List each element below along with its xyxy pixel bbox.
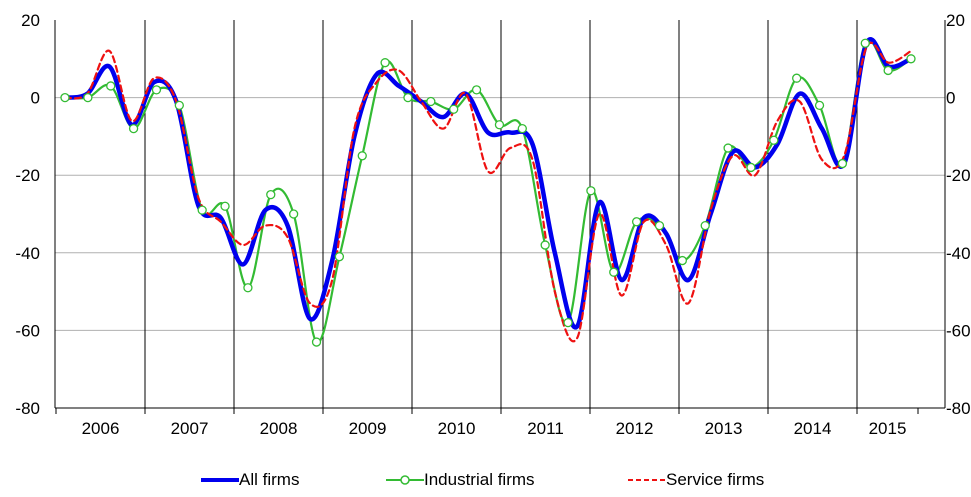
series-all-firms-line [62, 37, 914, 330]
legend-swatch-service-firms [628, 479, 666, 481]
y-tick-label-left: -60 [15, 321, 40, 340]
legend-label-all-firms: All firms [239, 470, 300, 489]
series-service-firms-line [63, 41, 913, 343]
series-layer [60, 37, 916, 347]
y-tick-label-right: -60 [946, 321, 971, 340]
x-tick-label: 2012 [616, 419, 654, 438]
industrial-firms-point [517, 123, 527, 134]
line-chart: 20 20 0 0 -20 -20 -40 -40 -60 -60 -80 -80 2006 2007 20… [15, 11, 970, 438]
industrial-firms-point [883, 65, 893, 76]
industrial-firms-point [471, 85, 482, 95]
legend: All firms Industrial firms Service firms [0, 468, 971, 492]
x-tick-label: 2014 [794, 419, 832, 438]
series-industrial-firms-line [63, 38, 913, 344]
industrial-firms-point [586, 186, 596, 196]
industrial-firms-point [746, 162, 756, 173]
industrial-firms-point [266, 189, 276, 200]
industrial-firms-point [654, 220, 665, 231]
industrial-firms-point [860, 38, 870, 48]
industrial-firms-point [357, 151, 367, 161]
industrial-firms-point [174, 100, 184, 111]
industrial-firms-point [288, 209, 299, 219]
legend-item-all-firms: All firms [201, 468, 299, 492]
industrial-firms-point [334, 252, 345, 262]
x-tick-label: 2008 [260, 419, 298, 438]
y-tick-label-right: -80 [946, 399, 971, 418]
x-tick-label: 2006 [82, 419, 120, 438]
x-tick-label: 2007 [171, 419, 209, 438]
legend-item-industrial-firms: Industrial firms [386, 468, 535, 492]
x-tick-label: 2009 [349, 419, 387, 438]
x-tick-label: 2011 [527, 419, 564, 438]
industrial-firms-point [814, 100, 825, 111]
industrial-firms-point [769, 135, 779, 145]
industrial-firms-point [677, 255, 688, 266]
industrial-firms-point [83, 92, 93, 103]
industrial-firms-point [563, 317, 573, 328]
y-tick-label-left: -40 [15, 244, 40, 263]
legend-item-service-firms: Service firms [628, 468, 764, 492]
industrial-firms-point [151, 85, 162, 95]
y-tick-label-left: 0 [31, 89, 40, 108]
industrial-firms-point [197, 205, 207, 215]
legend-swatch-industrial-firms [386, 475, 424, 485]
industrial-firms-point [792, 73, 802, 83]
x-tick-label: 2015 [869, 419, 907, 438]
industrial-firms-point [631, 217, 642, 227]
industrial-firms-point [243, 283, 253, 293]
industrial-firms-point [220, 201, 230, 211]
y-tick-label-right: -20 [946, 166, 971, 185]
industrial-firms-point [380, 58, 390, 68]
industrial-firms-point [494, 120, 505, 130]
legend-label-service-firms: Service firms [666, 470, 765, 489]
y-tick-label-left: -80 [15, 399, 40, 418]
industrial-firms-point [311, 337, 322, 347]
industrial-firms-point [906, 54, 916, 64]
y-tick-label-left: -20 [15, 166, 40, 185]
y-tick-label-right: 20 [946, 11, 965, 30]
y-tick-label-right: 0 [946, 89, 955, 108]
x-tick-label: 2010 [438, 419, 476, 438]
y-tick-label-right: -40 [946, 244, 971, 263]
industrial-firms-point [106, 81, 116, 91]
industrial-firms-point [128, 123, 139, 134]
industrial-firms-point [449, 104, 459, 114]
legend-swatch-all-firms [201, 478, 239, 482]
industrial-firms-point [609, 267, 619, 277]
industrial-firms-point [426, 96, 436, 107]
industrial-firms-point [540, 240, 550, 250]
y-tick-label-left: 20 [21, 11, 40, 30]
legend-label-industrial-firms: Industrial firms [424, 470, 535, 489]
industrial-firms-point [837, 158, 848, 169]
x-tick-label: 2013 [705, 419, 743, 438]
industrial-firms-point [723, 143, 733, 153]
industrial-firms-point [403, 92, 413, 103]
grid-layer [55, 20, 945, 408]
axis-layer: 20 20 0 0 -20 -20 -40 -40 -60 -60 -80 -80 2006 2007 20… [15, 11, 970, 438]
industrial-firms-point [700, 220, 710, 231]
industrial-firms-point [60, 92, 70, 103]
